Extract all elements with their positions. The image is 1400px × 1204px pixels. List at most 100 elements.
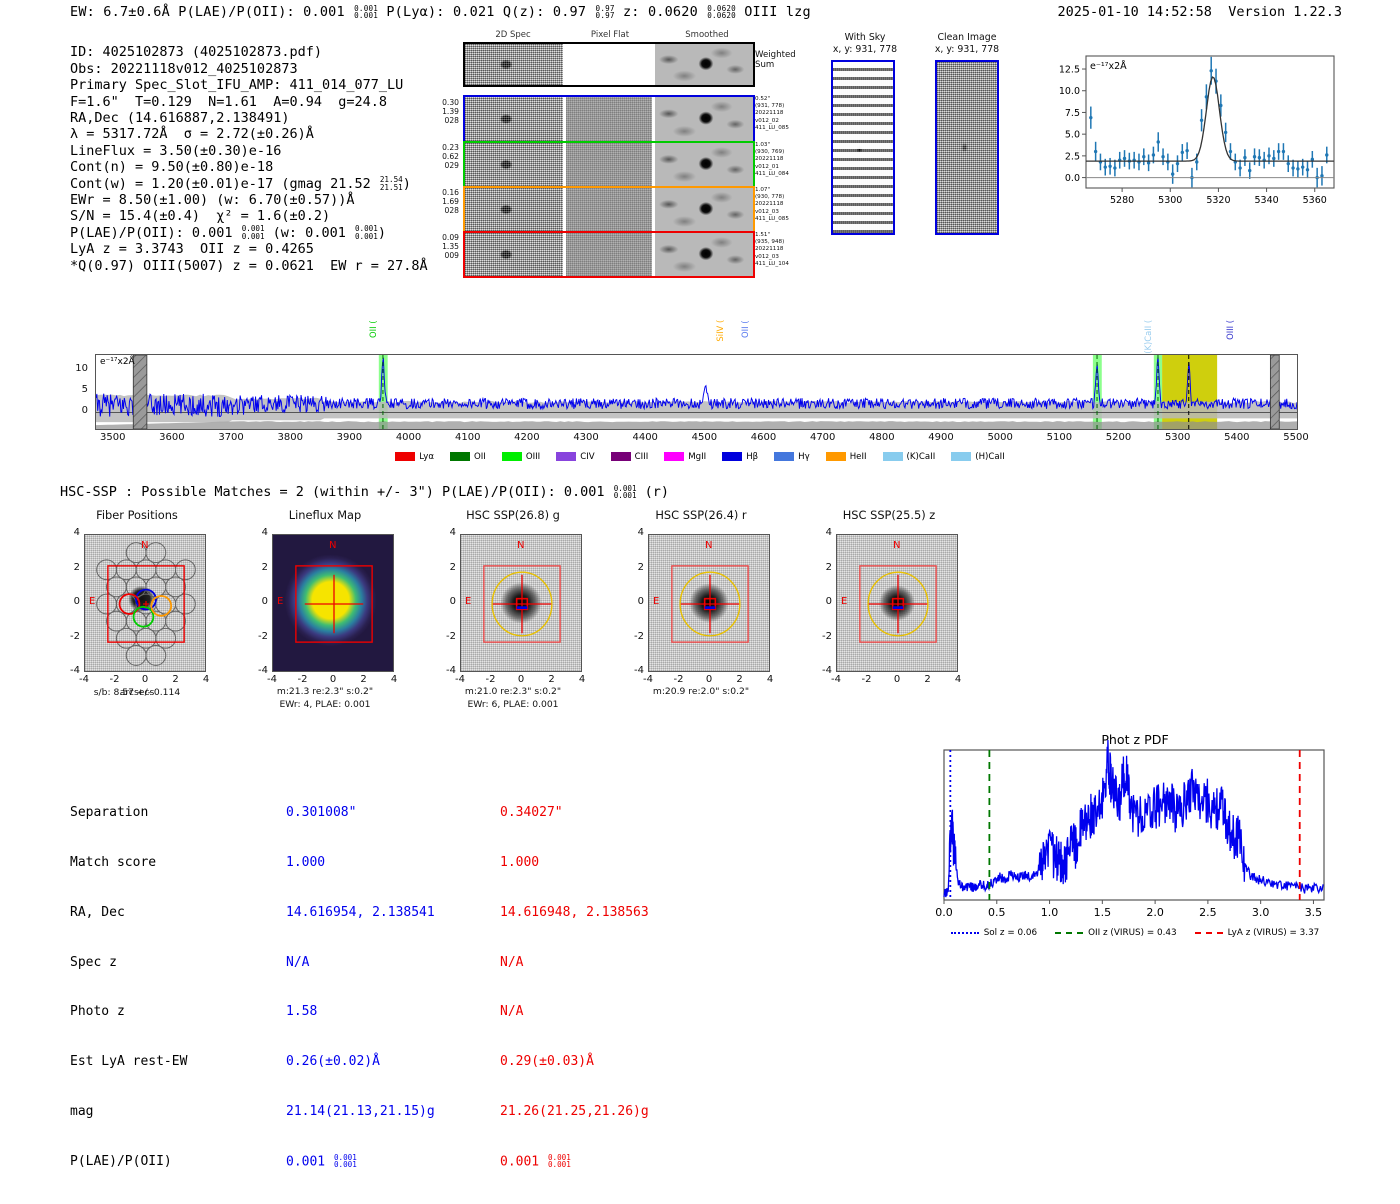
info-q-line: *Q(0.97) OIII(5007) z = 0.0621 EW r = 27… [70,257,428,274]
clean-image-cutout-image [935,60,999,235]
hsc-panel-image-3[interactable] [648,534,770,672]
spec2d-row-0-left-stats: 0.30 1.39 028 [442,98,459,126]
svg-text:5.0: 5.0 [1065,130,1080,141]
table-column-red-match: 0.34027" 1.000 14.616948, 2.138563 N/A N… [500,772,649,1204]
spectrum-xtick-4900: 4900 [928,432,954,443]
spectrum-legend-item-CIV: CIV [556,452,595,462]
hsc-1-ytick-0: 0 [261,596,268,607]
hsc-0-xtick--4: -4 [79,674,89,685]
legend-label-Lyα: Lyα [419,452,434,462]
spec2d-row-weighted-sum [463,42,755,87]
hsc-2-xtick-2: 2 [548,674,555,685]
spectrum-xtick-4100: 4100 [454,432,481,443]
fiber-2-2dspec-image [465,188,563,231]
spec2d-row-2 [463,186,755,233]
legend-label-HeII: HeII [849,452,867,462]
spectrum-xtick-3700: 3700 [218,432,244,443]
hsc-cutout-texture-2 [461,535,581,671]
hsc-3-ytick-2: 2 [637,561,644,573]
spec2d-row-3-meta: 1.51" (935, 948) 20221118 v012_03 411_LU… [755,232,789,267]
spectrum-legend-item-Hγ: Hγ [774,452,810,462]
info-line-7: Cont(n) = 9.50(±0.80)e-18 [70,159,274,176]
hsc-3-xtick-2: 2 [736,674,743,685]
legend-swatch-OIII [501,452,522,461]
weighted-sum-2dspec-image [465,44,563,85]
legend-swatch-Lyα [395,452,416,461]
info-plae-fraction: 0.001 0.001 [241,224,265,242]
gmag-fraction: 21.54 21.51 [379,175,403,192]
hsc-3-ytick--2: -2 [634,630,644,642]
header-summary-prefix: EW: 6.7±0.6Å P(LAE)/P(OII): 0.001 [70,4,354,20]
hsc-panel-title-4: HSC SSP(25.5) z [842,508,936,522]
spec2d-row-1 [463,141,755,188]
photz-legend-dash-key [1194,931,1223,934]
svg-text:5280: 5280 [1110,195,1134,206]
full-spectrum-section: SiII (OVI (CIII (MgII (MgII (SiIV (Lyα (… [0,276,1400,471]
phot-z-marker-lines [949,750,1301,900]
hsc-section-header: HSC-SSP : Possible Matches = 2 (within +… [60,483,670,501]
compass-east-3: E [653,596,660,607]
legend-swatch-HeII [825,452,846,461]
hsc-0-ytick--4: -4 [70,665,80,676]
svg-text:0.5: 0.5 [988,906,1006,919]
header-version-line: 2025-01-10 14:52:58 Version 1.22.3 [1058,4,1343,20]
emission-line-label-17: SiIV ( [714,320,725,342]
emission-line-label-30: (K)CaII ( [1142,320,1153,354]
info-line-2: Primary Spec_Slot_IFU_AMP: 411_014_077_L… [70,77,404,94]
legend-swatch-Hβ [722,452,743,461]
legend-label-MgII: MgII [688,452,707,462]
hsc-3-xtick--2: -2 [673,674,684,685]
emission-line-label-19: OII ( [740,320,751,338]
spectrum-xtick-3800: 3800 [277,432,303,443]
hsc-1-xtick-0: 0 [329,674,337,685]
legend-label-Hγ: Hγ [798,452,810,462]
svg-text:0.0: 0.0 [935,906,953,919]
photz-legend-item: Sol z = 0.06 [950,928,1038,938]
hsc-panel-image-0[interactable] [84,534,206,672]
fiber-2-pixelflat-image [565,188,653,231]
svg-text:5320: 5320 [1206,195,1230,206]
phot-z-svg: 0.0 0.5 1.0 1.5 2.0 2.5 3.0 3.5 [935,739,1325,919]
blue-plae-fraction: 0.001 0.001 [333,1152,357,1170]
spectrum-xtick-5400: 5400 [1224,432,1250,443]
clean-texture [937,62,997,233]
hsc-plae-fraction: 0.001 0.001 [613,483,637,501]
hsc-panel-image-4[interactable] [836,534,958,672]
lineflux-map-texture [273,535,393,671]
legend-label-OII: OII [474,452,486,462]
hsc-2-ytick--2: -2 [446,630,456,642]
hsc-panel-image-1[interactable] [272,534,394,672]
hsc-2-ytick-2: 2 [449,561,456,573]
fiber-1-2dspec-image [465,143,563,186]
legend-label-(K)CaII: (K)CaII [906,452,936,462]
header-summary-z: z: 0.0620 [614,4,707,20]
blue-match-score: 1.000 [286,854,326,870]
table-column-blue-match: 0.301008" 1.000 14.616954, 2.138541 N/A … [286,772,435,1204]
red-separation: 0.34027" [500,805,563,821]
red-match-score: 1.000 [500,854,540,870]
hsc-4-xtick-4: 4 [954,674,962,685]
info-line-6: LineFlux = 3.50(±0.30)e-16 [70,142,282,159]
hsc-0-xtick-0: 0 [141,674,149,685]
spectrum-legend: Lyα OII OIII CIV CIII MgII Hβ Hγ HeII (K)CaII (H)C… [0,452,1400,462]
spectrum-xtick-4700: 4700 [809,432,836,443]
spec2d-panel-group: 2D Spec Pixel Flat Smoothed Weighted Sum… [442,30,808,278]
hsc-0-xtick--2: -2 [109,674,120,685]
line-profile-svg: 0.0 2.5 5.0 7.5 10.0 12.5 5280 5300 5320 5340 536… [1059,55,1335,206]
hsc-panel-overlay-4 [859,565,937,643]
compass-east-1: E [277,596,284,607]
svg-text:12.5: 12.5 [1059,65,1080,76]
hsc-panel-caption2-1: EWr: 4, PLAE: 0.001 [279,699,371,710]
svg-text:5360: 5360 [1303,195,1327,206]
table-label-5: Est LyA rest-EW [70,1054,188,1070]
red-photo-z: N/A [500,1004,524,1020]
header-summary-mid: P(Lyα): 0.021 Q(z): 0.97 [378,4,595,20]
spectrum-xtick-5000: 5000 [987,432,1013,443]
photz-legend-label: OII z (VIRUS) = 0.43 [1088,928,1177,938]
spectrum-legend-item-MgII: MgII [664,452,706,462]
info-plae-w-fraction: 0.001 0.001 [354,224,378,242]
hsc-panel-image-2[interactable] [460,534,582,672]
spectrum-legend-item-OII: OII [450,452,486,462]
photz-legend-label: Sol z = 0.06 [983,928,1038,938]
spec2d-row-2-meta: 1.07" (930, 778) 20221118 v012_03 411_LU… [755,187,789,222]
